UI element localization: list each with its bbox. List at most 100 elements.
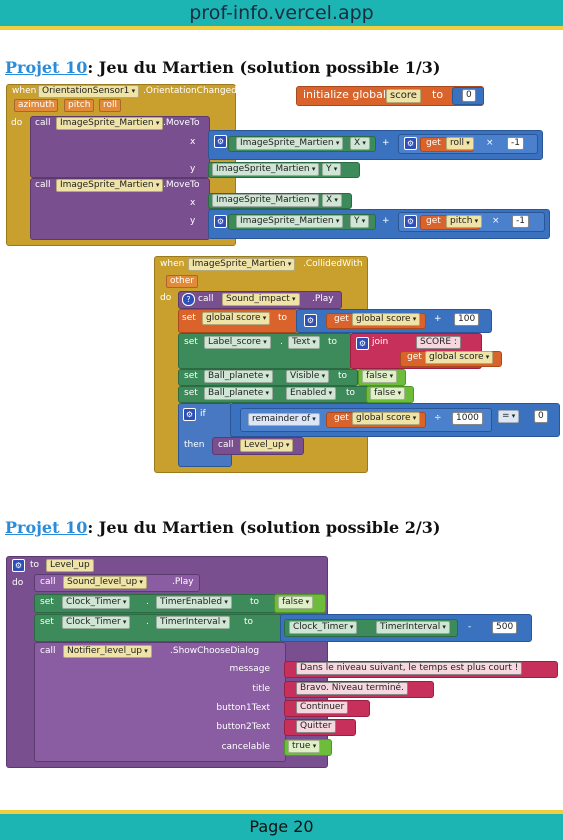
init-label: initialize global bbox=[303, 88, 386, 101]
message-text[interactable]: Dans le niveau suivant, le temps est plu… bbox=[296, 662, 523, 675]
global-score-get-dropdown-2[interactable]: global score bbox=[425, 351, 494, 364]
number-0[interactable]: 0 bbox=[534, 410, 548, 423]
x-label-2: x bbox=[190, 198, 196, 208]
mutator-gear-icon[interactable]: ⚙ bbox=[183, 408, 196, 421]
sprite-dropdown-x[interactable]: ImageSprite_Martien bbox=[236, 137, 344, 150]
sprite-dropdown-y[interactable]: ImageSprite_Martien bbox=[212, 163, 320, 176]
get-keyword: get bbox=[334, 413, 349, 423]
label-score-dropdown[interactable]: Label_score bbox=[204, 336, 271, 349]
timer-interval-dropdown[interactable]: TimerInterval bbox=[156, 616, 230, 629]
mutator-gear-icon[interactable]: ⚙ bbox=[356, 337, 369, 350]
x-prop-dropdown[interactable]: X bbox=[350, 137, 370, 150]
divide-operator: ÷ bbox=[434, 413, 442, 423]
sprite-dropdown-1[interactable]: ImageSprite_Martien bbox=[56, 117, 164, 130]
to-keyword: to bbox=[338, 371, 348, 381]
enabled-prop-dropdown[interactable]: Enabled bbox=[286, 387, 337, 400]
mutator-gear-icon[interactable]: ⚙ bbox=[12, 559, 25, 572]
proc-dropdown[interactable]: Level_up bbox=[240, 439, 294, 452]
mutator-gear-icon[interactable]: ⚙ bbox=[404, 137, 417, 150]
global-score-get-dropdown-3[interactable]: global score bbox=[352, 412, 421, 425]
init-value-field[interactable]: 0 bbox=[462, 89, 476, 102]
number-neg1-2[interactable]: -1 bbox=[512, 215, 529, 228]
sprite-dropdown-collided[interactable]: ImageSprite_Martien bbox=[188, 258, 296, 271]
mutator-gear-icon[interactable]: ⚙ bbox=[404, 215, 417, 228]
text-prop-dropdown[interactable]: Text bbox=[288, 336, 320, 349]
true-dropdown[interactable]: true bbox=[288, 740, 321, 753]
pitch-var-dropdown[interactable]: pitch bbox=[446, 215, 483, 228]
proc-name-field[interactable]: Level_up bbox=[46, 559, 94, 572]
param-pitch[interactable]: pitch bbox=[64, 99, 95, 112]
footer-accent-line bbox=[0, 810, 563, 814]
clock-dropdown-3[interactable]: Clock_Timer bbox=[289, 621, 358, 634]
button2-label: button2Text bbox=[216, 722, 270, 732]
param-other[interactable]: other bbox=[166, 275, 198, 288]
number-500[interactable]: 500 bbox=[492, 621, 518, 634]
clock-dropdown-1[interactable]: Clock_Timer bbox=[62, 596, 131, 609]
get-keyword: get bbox=[426, 138, 441, 148]
remainder-dropdown[interactable]: remainder of bbox=[248, 413, 320, 426]
button2-text[interactable]: Quitter bbox=[296, 720, 336, 733]
set-keyword: set bbox=[40, 597, 54, 607]
set-keyword: set bbox=[184, 371, 198, 381]
ball-dropdown-2[interactable]: Ball_planete bbox=[204, 387, 273, 400]
play-label: .Play bbox=[312, 294, 334, 304]
plus-operator: + bbox=[382, 138, 390, 148]
call-keyword: call bbox=[198, 294, 214, 304]
ball-dropdown-1[interactable]: Ball_planete bbox=[204, 370, 273, 383]
title-label: title bbox=[252, 684, 270, 694]
mutator-gear-icon[interactable]: ⚙ bbox=[214, 215, 227, 228]
y-prop-dropdown[interactable]: Y bbox=[322, 163, 342, 176]
sprite-dropdown-x2[interactable]: ImageSprite_Martien bbox=[212, 194, 320, 207]
number-100[interactable]: 100 bbox=[454, 313, 480, 326]
help-icon[interactable]: ? bbox=[182, 293, 195, 306]
roll-var-dropdown[interactable]: roll bbox=[446, 137, 474, 150]
mutator-gear-icon[interactable]: ⚙ bbox=[214, 135, 227, 148]
false-dropdown-2[interactable]: false bbox=[370, 387, 406, 400]
global-var-name-field[interactable]: score bbox=[386, 89, 421, 103]
heading-text-1: : Jeu du Martien (solution possible 1/3) bbox=[87, 58, 441, 77]
call-keyword: call bbox=[35, 118, 51, 128]
y-prop-dropdown-2[interactable]: Y bbox=[350, 215, 370, 228]
heading-link-1[interactable]: Projet 10 bbox=[5, 58, 88, 77]
title-text[interactable]: Bravo. Niveau terminé. bbox=[296, 682, 408, 695]
param-azimuth[interactable]: azimuth bbox=[14, 99, 59, 112]
number-1000[interactable]: 1000 bbox=[452, 412, 483, 425]
get-keyword: get bbox=[426, 216, 441, 226]
x-prop-dropdown-2[interactable]: X bbox=[322, 194, 342, 207]
global-score-dropdown[interactable]: global score bbox=[202, 312, 271, 325]
false-dropdown-3[interactable]: false bbox=[278, 596, 314, 609]
do-keyword: do bbox=[12, 578, 24, 588]
event-name: .OrientationChanged bbox=[143, 86, 237, 96]
notifier-dropdown[interactable]: Notifier_level_up bbox=[63, 645, 152, 658]
eq-dropdown[interactable]: = bbox=[498, 410, 520, 423]
sprite-dropdown-y2[interactable]: ImageSprite_Martien bbox=[236, 215, 344, 228]
button1-text[interactable]: Continuer bbox=[296, 701, 349, 714]
call-keyword: call bbox=[35, 180, 51, 190]
mutator-gear-icon[interactable]: ⚙ bbox=[304, 314, 317, 327]
call-show-choose-dialog[interactable] bbox=[34, 642, 286, 762]
if-keyword: if bbox=[200, 409, 206, 419]
y-label-1: y bbox=[190, 164, 196, 174]
heading-link-2[interactable]: Projet 10 bbox=[5, 518, 88, 537]
times-operator: × bbox=[492, 216, 500, 226]
header-accent-line bbox=[0, 26, 563, 30]
sprite-dropdown-2[interactable]: ImageSprite_Martien bbox=[56, 179, 164, 192]
to-keyword: to bbox=[346, 388, 356, 398]
section-heading-1: Projet 10: Jeu du Martien (solution poss… bbox=[5, 58, 440, 77]
clock-dropdown-2[interactable]: Clock_Timer bbox=[62, 616, 131, 629]
set-keyword: set bbox=[184, 388, 198, 398]
score-text-field[interactable]: SCORE : bbox=[416, 336, 461, 349]
sound-dropdown[interactable]: Sound_impact bbox=[222, 293, 300, 306]
timer-enabled-dropdown[interactable]: TimerEnabled bbox=[156, 596, 232, 609]
timer-interval-dropdown-2[interactable]: TimerInterval bbox=[376, 621, 450, 634]
x-label-1: x bbox=[190, 137, 196, 147]
page-footer: Page 20 bbox=[0, 810, 563, 840]
param-roll[interactable]: roll bbox=[99, 99, 122, 112]
orientation-sensor-dropdown[interactable]: OrientationSensor1 bbox=[38, 85, 140, 98]
number-neg1[interactable]: -1 bbox=[507, 137, 524, 150]
false-dropdown-1[interactable]: false bbox=[362, 370, 398, 383]
sound-level-up-dropdown[interactable]: Sound_level_up bbox=[63, 576, 147, 589]
global-score-get-dropdown[interactable]: global score bbox=[352, 313, 421, 326]
visible-prop-dropdown[interactable]: Visible bbox=[286, 370, 330, 383]
to-keyword: to bbox=[250, 597, 260, 607]
